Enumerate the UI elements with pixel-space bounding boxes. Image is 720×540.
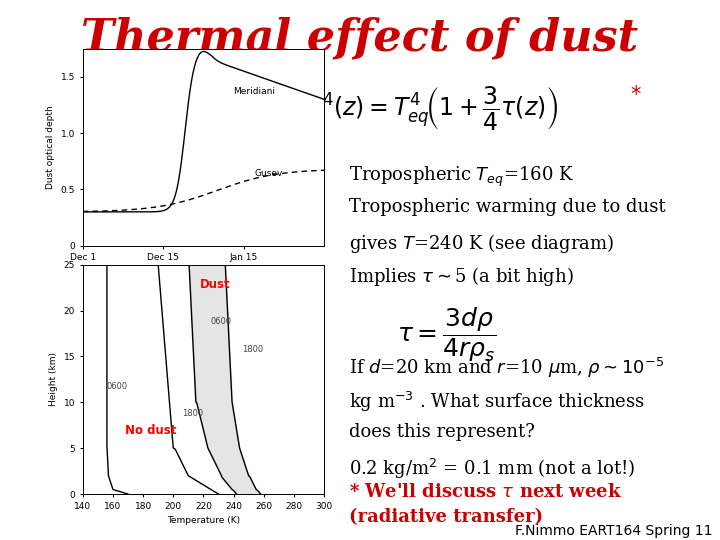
Text: $*$: $*$	[630, 84, 642, 103]
Text: Tropospheric $T_{eq}$=160 K: Tropospheric $T_{eq}$=160 K	[349, 165, 575, 189]
Text: Meridiani: Meridiani	[233, 86, 275, 96]
Text: 1800: 1800	[182, 409, 204, 418]
Text: Dust: Dust	[200, 278, 231, 291]
X-axis label: Earth date (2003-4): Earth date (2003-4)	[159, 268, 248, 277]
Text: (radiative transfer): (radiative transfer)	[349, 508, 544, 525]
Y-axis label: Height (km): Height (km)	[49, 353, 58, 407]
Text: 0600: 0600	[211, 318, 232, 326]
Text: Tropospheric warming due to dust: Tropospheric warming due to dust	[349, 198, 666, 216]
Text: * We'll discuss $\tau$ next week: * We'll discuss $\tau$ next week	[349, 483, 622, 501]
Text: 0600: 0600	[107, 382, 128, 390]
Text: 0.2 kg/m$^2$ = 0.1 mm (not a lot!): 0.2 kg/m$^2$ = 0.1 mm (not a lot!)	[349, 457, 636, 481]
Text: 1800: 1800	[243, 345, 264, 354]
Text: Implies $\tau\sim$5 (a bit high): Implies $\tau\sim$5 (a bit high)	[349, 265, 574, 288]
Text: $T^4(z) = T_{eq}^4\!\left(1+\dfrac{3}{4}\tau(z)\right)$: $T^4(z) = T_{eq}^4\!\left(1+\dfrac{3}{4}…	[306, 84, 558, 132]
Text: does this represent?: does this represent?	[349, 423, 535, 441]
Text: gives $T$=240 K (see diagram): gives $T$=240 K (see diagram)	[349, 232, 614, 255]
Text: Thermal effect of dust: Thermal effect of dust	[81, 16, 639, 59]
Text: F.Nimmo EART164 Spring 11: F.Nimmo EART164 Spring 11	[516, 524, 713, 538]
Text: Gusev: Gusev	[254, 169, 283, 178]
X-axis label: Temperature (K): Temperature (K)	[167, 516, 240, 525]
Text: kg m$^{-3}$ . What surface thickness: kg m$^{-3}$ . What surface thickness	[349, 390, 645, 414]
Text: If $d$=20 km and $r$=10 $\mu$m, $\rho{\sim}10^{-5}$: If $d$=20 km and $r$=10 $\mu$m, $\rho{\s…	[349, 356, 665, 381]
Text: No dust: No dust	[125, 424, 176, 437]
Y-axis label: Dust optical depth: Dust optical depth	[46, 105, 55, 189]
Text: $\tau = \dfrac{3d\rho}{4r\rho_s}$: $\tau = \dfrac{3d\rho}{4r\rho_s}$	[397, 305, 496, 364]
